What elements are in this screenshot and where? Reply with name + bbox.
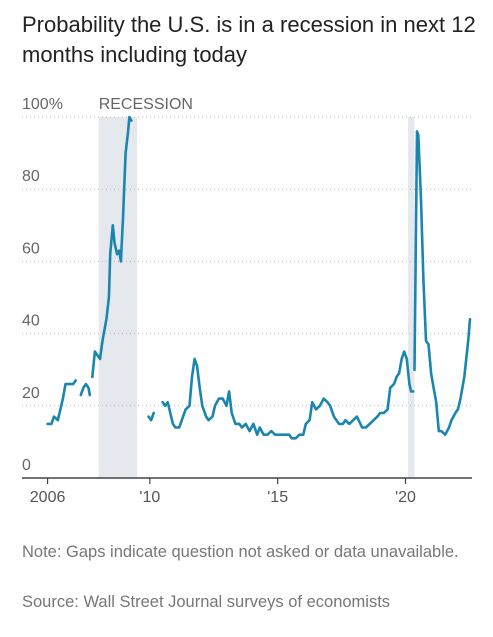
- x-tick-label: '15: [267, 489, 288, 506]
- series-line-segment: [147, 411, 155, 422]
- x-tick-label: '10: [139, 489, 160, 506]
- series-line-segment: [46, 379, 77, 426]
- recession-shading: RECESSION: [98, 96, 415, 478]
- y-tick-label: 60: [22, 240, 40, 257]
- x-tick-label: '20: [395, 489, 416, 506]
- y-tick-label: 20: [22, 385, 40, 402]
- series-line-segment: [91, 115, 133, 379]
- series-line-segment: [413, 130, 472, 436]
- chart-title: Probability the U.S. is in a recession i…: [22, 12, 476, 67]
- series-line-segment: [79, 382, 92, 397]
- line-chart: RECESSION 100% 80 60 40 20 0 2006 '10 '15 '20: [22, 96, 472, 506]
- y-axis: 100% 80 60 40 20 0: [22, 96, 63, 474]
- series-line: [46, 115, 472, 440]
- y-tick-label: 40: [22, 313, 40, 330]
- recession-band: [98, 117, 138, 478]
- x-axis: 2006 '10 '15 '20: [22, 477, 472, 506]
- y-tick-label: 100%: [22, 96, 63, 113]
- y-tick-label: 0: [22, 457, 31, 474]
- x-tick-label: 2006: [30, 489, 66, 506]
- recession-band: [408, 117, 415, 478]
- chart-source: Source: Wall Street Journal surveys of e…: [22, 593, 391, 611]
- recession-label: RECESSION: [99, 96, 193, 113]
- chart-note: Note: Gaps indicate question not asked o…: [22, 543, 459, 561]
- series-line-segment: [161, 350, 415, 440]
- y-tick-label: 80: [22, 168, 40, 185]
- gridlines: [22, 116, 472, 407]
